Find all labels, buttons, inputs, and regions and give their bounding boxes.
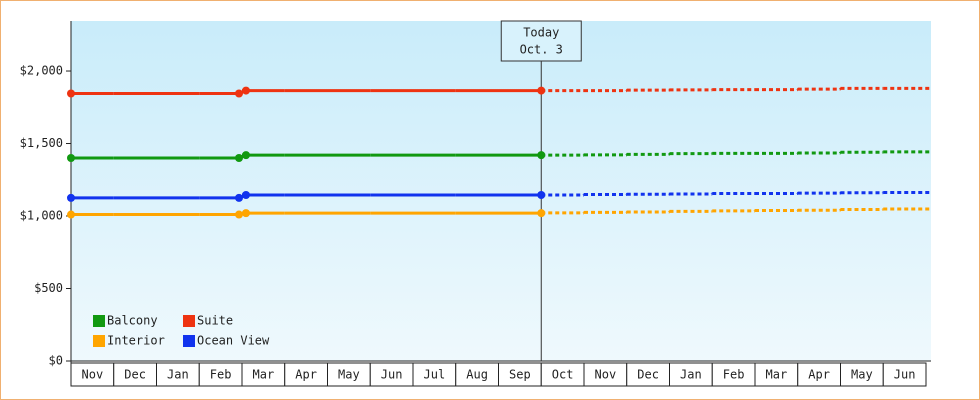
x-tick-label: Jan bbox=[680, 368, 702, 382]
x-tick-label: Feb bbox=[210, 368, 232, 382]
plot-area bbox=[71, 21, 931, 361]
point bbox=[235, 89, 243, 98]
legend-label: Balcony bbox=[107, 314, 158, 328]
point bbox=[242, 151, 250, 160]
point bbox=[242, 209, 250, 218]
x-tick-label: Jul bbox=[424, 368, 446, 382]
today-label: Today bbox=[523, 26, 559, 40]
series bbox=[67, 86, 931, 98]
x-tick-label: Jun bbox=[894, 368, 916, 382]
legend-label: Ocean View bbox=[197, 334, 270, 348]
point bbox=[235, 154, 243, 163]
point bbox=[537, 151, 546, 160]
legend-swatch bbox=[183, 315, 195, 327]
point bbox=[242, 86, 250, 95]
x-tick-label: Feb bbox=[723, 368, 745, 382]
y-tick-label: $1,500 bbox=[20, 136, 63, 150]
point bbox=[67, 193, 75, 202]
x-tick-label: Jan bbox=[167, 368, 189, 382]
legend-label: Suite bbox=[197, 314, 233, 328]
x-tick-label: Apr bbox=[808, 368, 830, 382]
legend-label: Interior bbox=[107, 334, 165, 348]
today-box bbox=[500, 20, 582, 62]
point bbox=[67, 210, 75, 219]
point bbox=[242, 190, 250, 199]
x-tick-label: May bbox=[851, 368, 873, 382]
y-tick-label: $1,000 bbox=[20, 209, 63, 223]
legend-swatch bbox=[93, 335, 105, 347]
x-tick-label: May bbox=[338, 368, 360, 382]
x-tick-label: Dec bbox=[637, 368, 659, 382]
point bbox=[537, 86, 546, 95]
x-tick-label: Nov bbox=[595, 368, 617, 382]
legend-swatch bbox=[183, 335, 195, 347]
x-tick-label: Oct bbox=[552, 368, 574, 382]
series bbox=[67, 190, 931, 202]
point bbox=[67, 154, 75, 163]
point bbox=[235, 193, 243, 202]
point bbox=[67, 89, 75, 98]
x-tick-label: Apr bbox=[295, 368, 317, 382]
x-tick-label: Mar bbox=[766, 368, 788, 382]
legend-swatch bbox=[93, 315, 105, 327]
series bbox=[67, 150, 931, 163]
point bbox=[235, 210, 243, 219]
point bbox=[537, 190, 546, 199]
x-tick-label: Jun bbox=[381, 368, 403, 382]
x-tick-label: Sep bbox=[509, 368, 531, 382]
x-tick-label: Mar bbox=[253, 368, 275, 382]
y-tick-label: $2,000 bbox=[20, 64, 63, 78]
x-tick-label: Aug bbox=[466, 368, 488, 382]
x-tick-label: Dec bbox=[124, 368, 146, 382]
x-tick-box bbox=[882, 362, 927, 387]
y-tick-label: $0 bbox=[49, 354, 63, 368]
today-label: Oct. 3 bbox=[520, 43, 563, 57]
series bbox=[67, 207, 931, 219]
point bbox=[537, 209, 546, 218]
y-tick-label: $500 bbox=[34, 281, 63, 295]
x-tick-label: Nov bbox=[82, 368, 104, 382]
